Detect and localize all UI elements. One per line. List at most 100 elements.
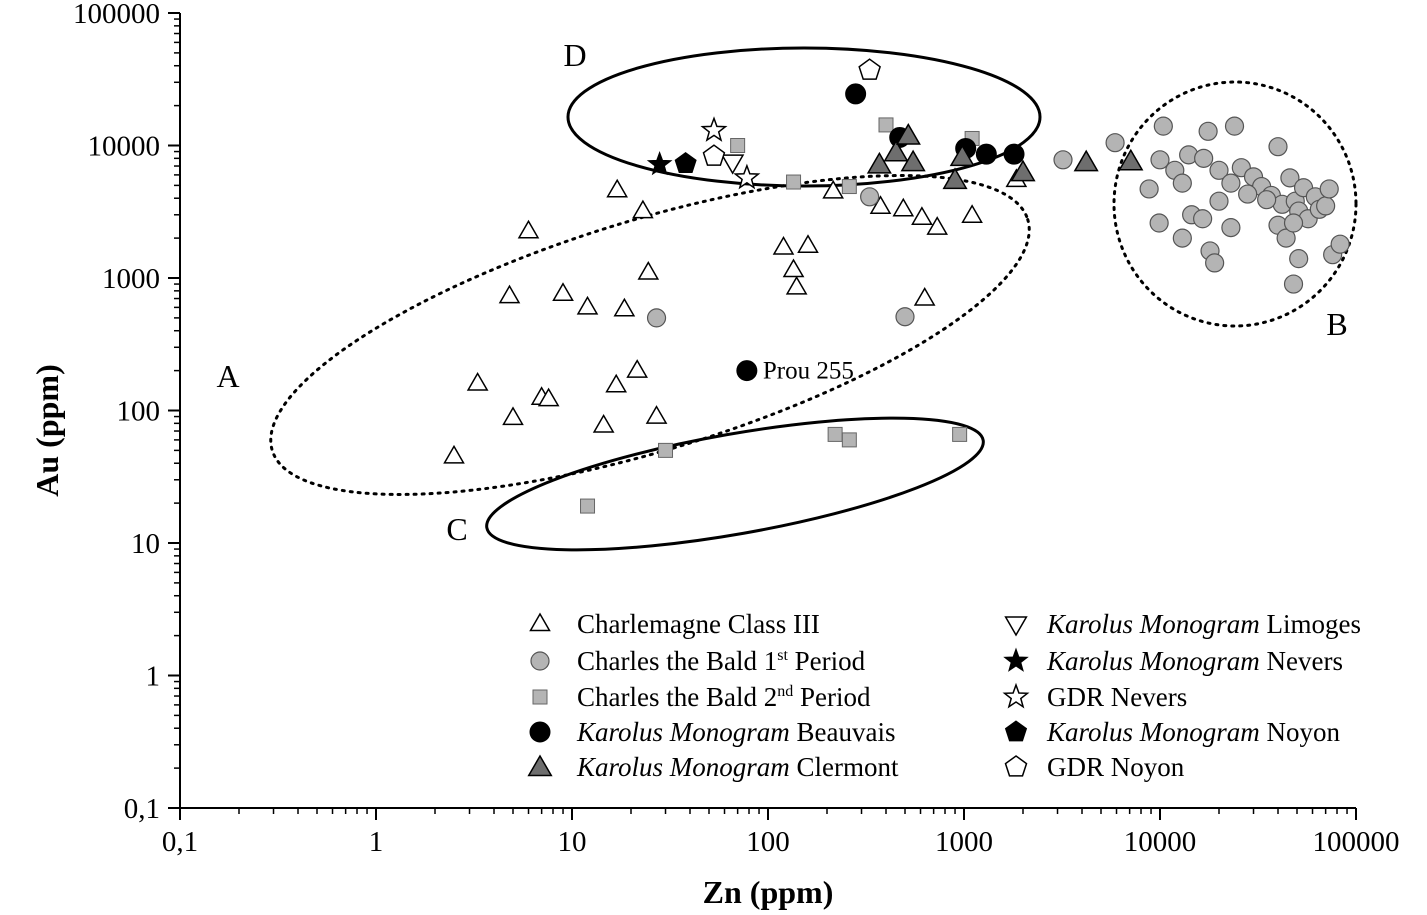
data-point <box>949 144 975 167</box>
x-tick-label: 100000 <box>1313 826 1400 858</box>
data-point <box>782 258 805 278</box>
data-point <box>645 405 668 424</box>
y-tick-label: 10000 <box>88 131 161 163</box>
legend-marker <box>1002 682 1030 709</box>
legend-label: Charles the Bald 2nd Period <box>577 682 871 712</box>
y-tick-label: 1000 <box>102 263 160 295</box>
region-b-ellipse <box>1112 80 1358 328</box>
series-charlemagne-class-iii <box>443 168 1028 464</box>
data-point <box>952 426 968 442</box>
series-charles-the-bald-1st-period <box>646 116 1350 328</box>
data-point <box>1257 190 1277 210</box>
data-point <box>1268 137 1288 157</box>
annotation-prou-255: Prou 255 <box>763 358 854 385</box>
legend-label-main: GDR Nevers <box>1047 682 1187 712</box>
data-point <box>720 154 745 175</box>
data-point <box>785 275 808 295</box>
data-point <box>1209 191 1229 211</box>
data-point <box>1149 213 1169 233</box>
series-karolus-monogram-nevers <box>646 150 673 176</box>
data-point <box>1003 143 1025 165</box>
data-point <box>646 308 667 328</box>
region-c-label: C <box>446 511 467 547</box>
data-point <box>632 199 654 219</box>
y-tick-label: 0,1 <box>124 793 160 825</box>
data-point <box>1172 228 1192 248</box>
data-point <box>552 282 574 302</box>
legend-marker <box>1004 755 1028 777</box>
data-point <box>858 58 881 80</box>
data-point <box>866 151 892 174</box>
data-point <box>1283 213 1304 233</box>
data-point <box>502 406 524 426</box>
data-point <box>869 195 892 214</box>
legend: Charlemagne Class III Charles the Bald 1s… <box>527 609 1361 782</box>
legend-marker <box>532 689 548 705</box>
legend-marker <box>1003 647 1029 672</box>
series-karolus-monogram-limoges <box>720 154 745 175</box>
legend-label: Karolus Monogram Limoges <box>1046 609 1361 639</box>
data-point <box>1172 173 1192 193</box>
data-point <box>674 151 697 173</box>
data-point <box>702 144 726 166</box>
data-point <box>841 179 857 195</box>
data-point <box>911 206 933 225</box>
data-point <box>1193 209 1213 229</box>
x-tick-label: 1000 <box>935 826 993 858</box>
x-tick-label: 10 <box>558 826 587 858</box>
series-gdr-noyon <box>702 58 881 166</box>
data-point <box>637 260 660 280</box>
data-point <box>883 139 909 162</box>
legend-label-italic: Karolus Monogram <box>1046 609 1260 639</box>
data-point <box>895 122 921 145</box>
data-point <box>517 219 540 239</box>
legend-marker <box>1004 720 1028 742</box>
x-axis-title: Zn (ppm) <box>703 874 834 910</box>
data-point <box>845 83 867 105</box>
data-point <box>1319 179 1339 199</box>
legend-label: GDR Noyon <box>1047 752 1185 782</box>
data-point <box>1053 150 1073 170</box>
legend-label-superscript: nd <box>777 683 793 700</box>
x-tick-label: 10000 <box>1124 826 1197 858</box>
data-point <box>1194 148 1214 168</box>
legend-label-main: GDR Noyon <box>1047 752 1185 782</box>
y-tick-label: 10 <box>131 528 160 560</box>
legend-label-italic: Karolus Monogram <box>1046 646 1260 676</box>
series-gdr-nevers <box>700 116 761 190</box>
data-point <box>700 116 728 142</box>
legend-label-main: Charles the Bald 1 <box>577 646 777 676</box>
region-d-ellipse <box>566 46 1042 188</box>
region-a-ellipse <box>269 174 1031 496</box>
legend-label-suffix: Period <box>788 646 866 676</box>
data-point <box>1238 184 1258 204</box>
legend-label-main: Clermont <box>790 752 899 782</box>
legend-label-main: Nevers <box>1260 646 1343 676</box>
data-point <box>606 178 628 198</box>
data-point <box>736 360 758 382</box>
data-point <box>772 235 795 255</box>
data-point <box>1209 160 1229 180</box>
data-point <box>658 442 674 458</box>
data-point <box>797 234 819 254</box>
data-point <box>580 498 596 514</box>
x-tick-label: 0,1 <box>162 826 198 858</box>
data-point <box>1205 253 1225 273</box>
legend-label: Charlemagne Class III <box>577 609 820 639</box>
legend-label-main: Charlemagne Class III <box>577 609 820 639</box>
data-point <box>900 149 926 172</box>
legend-label-superscript: st <box>777 647 788 664</box>
legend-marker <box>527 754 553 777</box>
legend-label-italic: Karolus Monogram <box>1046 717 1260 747</box>
data-point <box>537 387 560 407</box>
legend-label-suffix: Period <box>793 682 871 712</box>
region-a-label: A <box>216 358 239 394</box>
data-point <box>1289 249 1309 269</box>
legend-item: GDR Noyon <box>1004 752 1185 782</box>
y-tick-label: 100 <box>117 396 161 428</box>
data-point <box>1153 116 1173 136</box>
legend-label: Karolus Monogram Beauvais <box>576 717 896 747</box>
data-point <box>1221 173 1241 193</box>
legend-item: GDR Nevers <box>1002 682 1187 712</box>
